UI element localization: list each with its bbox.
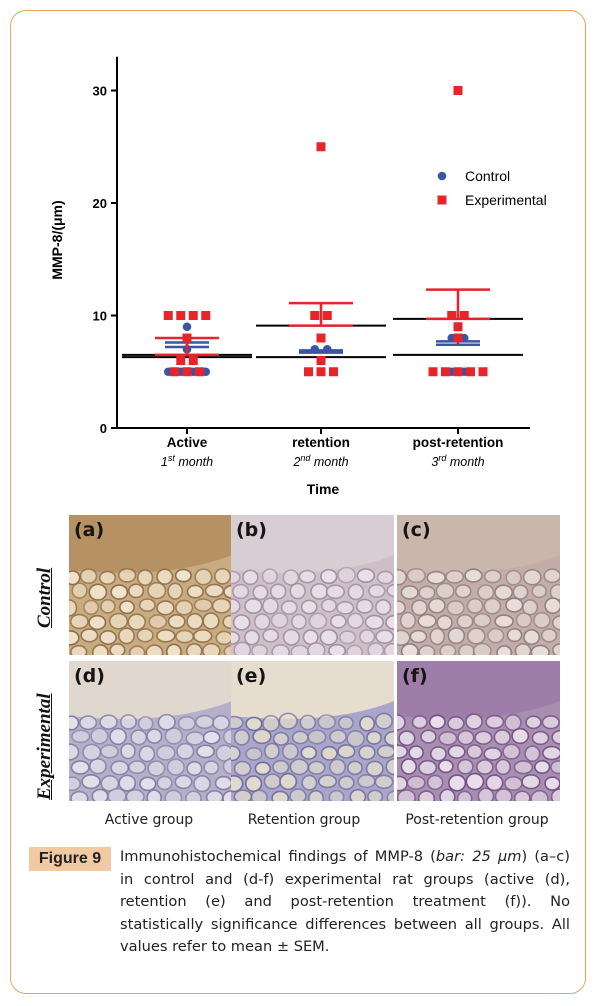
x-axis-label: Time bbox=[307, 481, 340, 497]
data-point-experimental bbox=[453, 367, 463, 377]
data-point-experimental bbox=[201, 311, 211, 320]
micrograph-panel: (e) bbox=[231, 661, 394, 801]
data-point-experimental bbox=[453, 322, 463, 332]
data-point-experimental bbox=[453, 86, 463, 95]
panel-label: (a) bbox=[74, 519, 105, 541]
figure-caption: Immunohistochemical findings of MMP-8 (b… bbox=[120, 846, 570, 959]
panel-label: (b) bbox=[236, 519, 267, 541]
group-label-post-retention: Post-retention group bbox=[405, 812, 549, 828]
micrograph-panel: (f) bbox=[397, 661, 560, 801]
data-point-experimental bbox=[176, 311, 186, 320]
group-label-active: Active group bbox=[104, 812, 194, 828]
legend-label: Experimental bbox=[465, 192, 547, 208]
data-point-experimental bbox=[329, 367, 338, 377]
y-tick-label: 30 bbox=[93, 84, 107, 99]
micrograph-panel: (a) bbox=[69, 515, 232, 655]
y-tick-label: 0 bbox=[100, 421, 107, 436]
row-label-control: Control bbox=[34, 567, 55, 628]
micrograph-panel: (d) bbox=[69, 661, 232, 801]
micrograph-image bbox=[397, 515, 560, 655]
legend-marker-experimental bbox=[437, 195, 447, 205]
legend-label: Control bbox=[465, 168, 510, 184]
micrograph-image bbox=[69, 515, 232, 655]
data-point-experimental bbox=[163, 311, 173, 320]
x-tick-sublabel: 2nd month bbox=[292, 453, 348, 469]
x-tick-label: Active bbox=[167, 435, 208, 450]
data-point-experimental bbox=[176, 356, 186, 365]
data-point-experimental bbox=[459, 311, 469, 320]
panel-label: (c) bbox=[402, 519, 431, 541]
micrograph-image bbox=[397, 661, 560, 801]
panel-label: (d) bbox=[74, 665, 105, 687]
data-point-experimental bbox=[304, 367, 313, 377]
data-point-experimental bbox=[310, 311, 320, 320]
data-point-experimental bbox=[316, 333, 326, 343]
data-point-experimental bbox=[447, 311, 457, 320]
group-label-retention: Retention group bbox=[247, 812, 361, 828]
x-tick-label: post-retention bbox=[413, 435, 504, 450]
data-point-experimental bbox=[322, 311, 332, 320]
caption-text: Immunohistochemical findings of MMP-8 ( bbox=[120, 848, 436, 865]
micrograph-image bbox=[231, 515, 394, 655]
data-point-experimental bbox=[182, 367, 192, 377]
x-tick-sublabel: 3rd month bbox=[431, 453, 484, 469]
micrograph-panel: (c) bbox=[397, 515, 560, 655]
micrograph-panel: (b) bbox=[231, 515, 394, 655]
data-point-experimental bbox=[170, 367, 179, 377]
panel-label: (e) bbox=[236, 665, 267, 687]
data-point-experimental bbox=[428, 367, 438, 377]
x-tick-sublabel: 1st month bbox=[161, 453, 213, 469]
data-point-experimental bbox=[441, 367, 450, 377]
micrograph-image bbox=[69, 661, 232, 801]
data-point-experimental bbox=[316, 367, 326, 377]
y-axis-label: MMP-8/(μm) bbox=[49, 200, 65, 279]
micrograph-image bbox=[231, 661, 394, 801]
data-point-experimental bbox=[195, 367, 204, 377]
data-point-experimental bbox=[453, 333, 463, 343]
page-frame bbox=[10, 10, 586, 994]
y-tick-label: 10 bbox=[93, 309, 107, 324]
caption-text: ) (a–c) in control and (d-f) experimenta… bbox=[120, 848, 571, 956]
data-point-experimental bbox=[316, 356, 326, 365]
figure-badge: Figure 9 bbox=[29, 847, 111, 871]
mmp8-scatter-chart: 0 10 20 30 MMP-8/(μm) Active 1st month retentio… bbox=[49, 56, 547, 497]
legend-marker-control bbox=[437, 171, 447, 181]
data-point-experimental bbox=[316, 142, 326, 152]
data-point-experimental bbox=[478, 367, 488, 377]
x-tick-label: retention bbox=[292, 435, 350, 450]
data-point-experimental bbox=[188, 311, 198, 320]
y-tick-label: 20 bbox=[93, 196, 107, 211]
data-point-experimental bbox=[188, 356, 198, 365]
row-label-experimental: Experimental bbox=[34, 693, 55, 800]
data-point-control bbox=[182, 322, 192, 332]
data-point-experimental bbox=[466, 367, 475, 377]
caption-italic: bar: 25 μm bbox=[435, 848, 522, 865]
panel-label: (f) bbox=[402, 665, 428, 687]
